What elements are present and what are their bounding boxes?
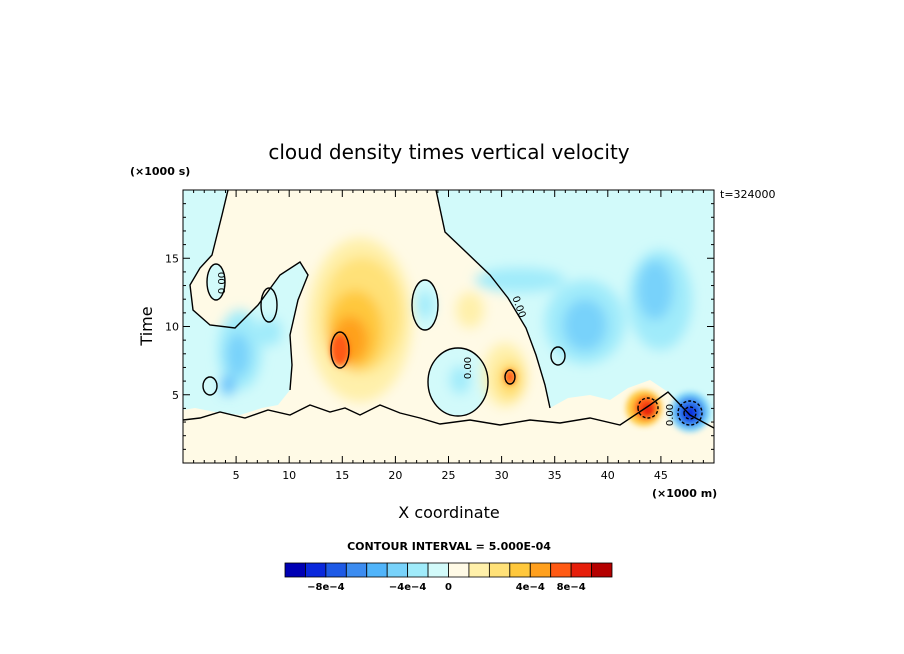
colorbar-swatch [550, 562, 572, 578]
y-axis-label: Time [137, 306, 156, 346]
colorbar-swatch [386, 562, 409, 578]
contour-label: 0.00 [665, 404, 676, 426]
x-tick-label: 10 [282, 469, 296, 482]
x-axis-label: X coordinate [398, 503, 499, 522]
contour-label: 0.00 [463, 357, 474, 379]
colorbar-tick-label: 0 [445, 582, 452, 593]
timestamp-label: t=324000 [720, 188, 776, 201]
axes: 5 10 15 20 25 30 35 40 45 5 10 15 [165, 190, 714, 482]
colorbar-swatch [427, 562, 449, 578]
contour-interval-label: CONTOUR INTERVAL = 5.000E-04 [347, 540, 551, 553]
colorbar-swatch [591, 562, 613, 578]
y-tick-label: 15 [165, 252, 179, 265]
x-tick-label: 15 [335, 469, 349, 482]
colorbar-tick-label: 4e−4 [516, 582, 545, 593]
y-tick-label: 10 [165, 321, 179, 334]
x-tick-label: 5 [233, 469, 240, 482]
colorbar-swatch [366, 562, 388, 578]
colorbar-swatch [407, 562, 429, 578]
colorbar-tick-label: −8e−4 [307, 582, 344, 593]
x-tick-label: 25 [442, 469, 456, 482]
negative-region-left [183, 190, 308, 415]
x-units-label: (×1000 m) [652, 487, 717, 500]
colorbar-swatch [468, 562, 490, 578]
chart-title: cloud density times vertical velocity [268, 140, 629, 164]
x-tick-label: 40 [601, 469, 615, 482]
colorbar-swatch [488, 562, 511, 578]
x-tick-label: 30 [495, 469, 509, 482]
colorbar-swatch [509, 562, 531, 578]
colorbar-swatch [529, 562, 552, 578]
colorbar: −8e−4 −4e−4 0 4e−4 8e−4 [284, 562, 613, 593]
zero-contours [183, 190, 714, 429]
x-tick-label: 35 [548, 469, 562, 482]
x-tick-label: 20 [388, 469, 402, 482]
x-tick-label: 45 [654, 469, 668, 482]
colorbar-swatch [284, 562, 306, 578]
negative-pocket-c [207, 264, 225, 300]
contour-label: 0.00 [217, 272, 228, 294]
colorbar-tick-label: 8e−4 [557, 582, 586, 593]
heatmap-plot: 0.00 0.00 0.00 0.00 [183, 190, 714, 463]
y-units-label: (×1000 s) [130, 165, 190, 178]
colorbar-swatch [570, 562, 592, 578]
colorbar-swatch [345, 562, 368, 578]
y-tick-label: 5 [172, 389, 179, 402]
colorbar-swatch [448, 562, 470, 578]
colorbar-tick-label: −4e−4 [389, 582, 426, 593]
colorbar-swatch [325, 562, 347, 578]
colorbar-swatch [305, 562, 327, 578]
